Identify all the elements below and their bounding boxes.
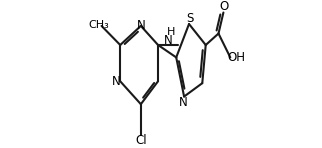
Text: OH: OH — [228, 51, 246, 64]
Text: S: S — [186, 12, 194, 25]
Text: N: N — [179, 96, 188, 109]
Text: O: O — [220, 0, 229, 13]
Text: H: H — [167, 27, 175, 37]
Text: N: N — [137, 19, 146, 32]
Text: N: N — [164, 34, 173, 47]
Text: N: N — [112, 75, 121, 88]
Text: CH₃: CH₃ — [89, 20, 109, 30]
Text: Cl: Cl — [135, 134, 147, 147]
